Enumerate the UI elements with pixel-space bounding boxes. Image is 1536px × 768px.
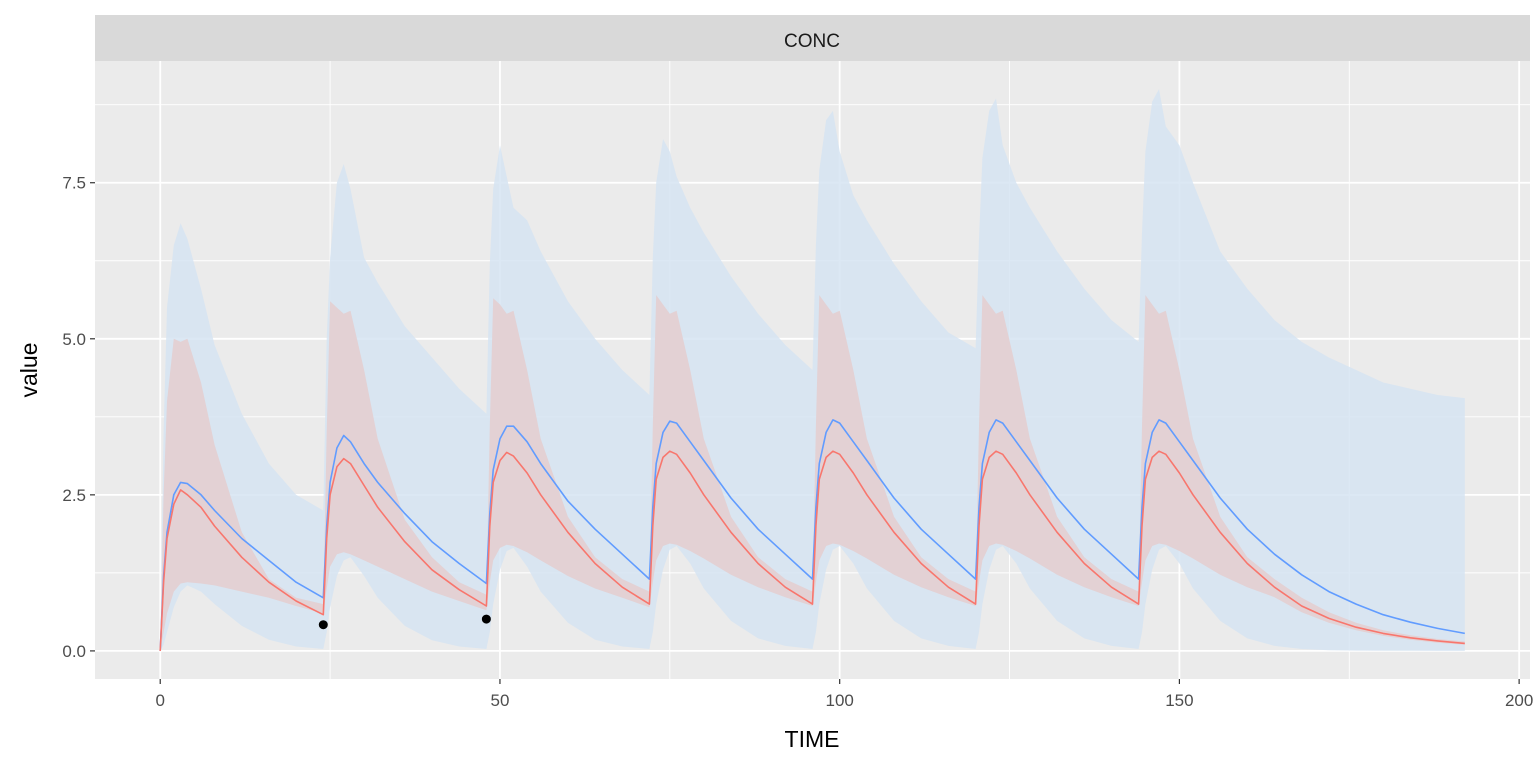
observed-point bbox=[318, 620, 328, 630]
facet-label: CONC bbox=[784, 31, 840, 52]
y-tick-label: 5.0 bbox=[62, 330, 86, 349]
x-tick-label: 0 bbox=[155, 691, 164, 710]
facet-strip bbox=[95, 15, 1530, 61]
series-line-red bbox=[159, 450, 1465, 651]
x-tick-label: 150 bbox=[1165, 691, 1193, 710]
series-line-blue bbox=[159, 419, 1465, 651]
x-axis-title: TIME bbox=[785, 726, 840, 752]
observed-points bbox=[318, 614, 491, 630]
y-axis-ticks: 0.0 2.5 5.0 7.5 bbox=[62, 174, 95, 661]
y-axis-title: value bbox=[16, 343, 42, 398]
ribbons bbox=[160, 89, 1465, 651]
x-axis-ticks: 0 50 100 150 200 bbox=[155, 679, 1533, 710]
ribbon-red bbox=[160, 295, 1465, 651]
ribbon-blue bbox=[160, 89, 1465, 651]
y-tick-label: 7.5 bbox=[62, 174, 86, 193]
x-tick-label: 50 bbox=[490, 691, 509, 710]
observed-point bbox=[481, 614, 491, 624]
x-tick-label: 200 bbox=[1505, 691, 1533, 710]
x-tick-label: 100 bbox=[825, 691, 853, 710]
series-lines bbox=[159, 419, 1465, 651]
y-tick-label: 0.0 bbox=[62, 642, 86, 661]
y-tick-label: 2.5 bbox=[62, 486, 86, 505]
